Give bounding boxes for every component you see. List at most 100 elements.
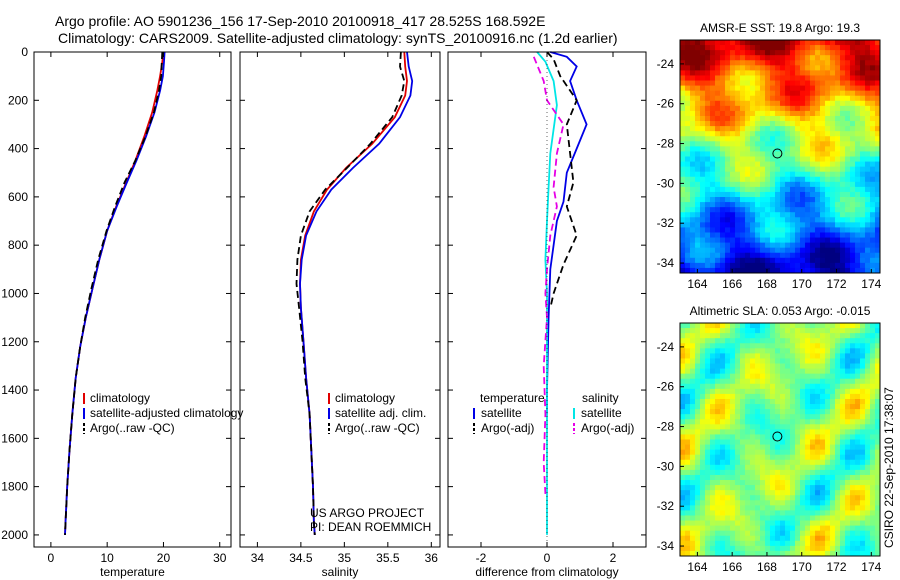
heatmap-cell (715, 404, 721, 410)
heatmap-cell (815, 252, 821, 259)
heatmap-cell (835, 480, 841, 486)
heatmap-cell (710, 262, 716, 269)
heatmap-cell (860, 510, 866, 516)
heatmap-cell (710, 480, 716, 486)
heatmap-cell (870, 181, 876, 188)
heatmap-cell (835, 444, 841, 451)
heatmap-cell (875, 459, 881, 466)
heatmap-cell (765, 439, 771, 445)
x-tick-label: 166 (722, 560, 742, 574)
heatmap-cell (755, 85, 761, 92)
y-tick-label: 1600 (1, 431, 28, 445)
heatmap-cell (835, 267, 841, 274)
heatmap-cell (710, 222, 716, 228)
heatmap-cell (775, 505, 781, 511)
heatmap-cell (730, 495, 736, 501)
heatmap-cell (770, 191, 776, 198)
heatmap-cell (850, 227, 856, 233)
heatmap-cell (725, 353, 731, 359)
heatmap-cell (745, 510, 751, 516)
heatmap-cell (685, 388, 691, 395)
heatmap-cell (755, 151, 761, 157)
heatmap-cell (690, 348, 696, 354)
heatmap-cell (680, 151, 686, 157)
heatmap-cell (705, 267, 711, 274)
heatmap-cell (865, 505, 871, 511)
heatmap-cell (720, 485, 726, 491)
heatmap-cell (830, 373, 836, 380)
heatmap-cell (680, 328, 686, 334)
heatmap-cell (795, 70, 801, 76)
heatmap-cell (780, 65, 786, 71)
heatmap-cell (740, 227, 746, 233)
heatmap-cell (780, 449, 786, 456)
heatmap-cell (820, 75, 826, 81)
heatmap-cell (780, 353, 786, 359)
heatmap-cell (795, 242, 801, 249)
heatmap-cell (855, 90, 861, 97)
heatmap-cell (855, 136, 861, 142)
heatmap-cell (770, 166, 776, 173)
heatmap-cell (720, 237, 726, 244)
heatmap-cell (715, 378, 721, 385)
heatmap-cell (685, 545, 691, 552)
heatmap-cell (855, 85, 861, 92)
heatmap-cell (845, 353, 851, 359)
heatmap-cell (870, 333, 876, 339)
heatmap-cell (730, 454, 736, 461)
heatmap-cell (865, 363, 871, 369)
heatmap-cell (760, 495, 766, 501)
heatmap-cell (695, 495, 701, 501)
heatmap-cell (700, 398, 706, 405)
heatmap-cell (850, 45, 856, 51)
heatmap-cell (780, 485, 786, 491)
heatmap-cell (820, 85, 826, 92)
heatmap-cell (790, 95, 796, 102)
heatmap-cell (800, 237, 806, 244)
heatmap-cell (725, 212, 731, 218)
heatmap-cell (850, 186, 856, 193)
heatmap-cell (845, 505, 851, 511)
heatmap-cell (850, 115, 856, 122)
heatmap-cell (680, 515, 686, 521)
heatmap-cell (720, 161, 726, 168)
heatmap-cell (820, 515, 826, 521)
heatmap-cell (710, 434, 716, 440)
heatmap-cell (715, 212, 721, 218)
heatmap-cell (825, 181, 831, 188)
heatmap-cell (695, 500, 701, 506)
heatmap-cell (715, 141, 721, 147)
heatmap-cell (805, 323, 811, 329)
heatmap-cell (710, 545, 716, 552)
heatmap-cell (745, 60, 751, 66)
heatmap-cell (740, 540, 746, 547)
heatmap-cell (750, 217, 756, 223)
heatmap-cell (865, 474, 871, 481)
heatmap-cell (745, 505, 751, 511)
heatmap-cell (705, 131, 711, 137)
heatmap-cell (835, 540, 841, 547)
heatmap-cell (730, 100, 736, 107)
heatmap-cell (680, 105, 686, 112)
heatmap-cell (690, 110, 696, 117)
heatmap-cell (870, 383, 876, 390)
heatmap-cell (745, 540, 751, 547)
heatmap-cell (835, 409, 841, 415)
heatmap-cell (725, 105, 731, 112)
heatmap-cell (870, 323, 876, 329)
heatmap-cell (840, 232, 846, 238)
heatmap-cell (725, 262, 731, 269)
heatmap-cell (780, 393, 786, 400)
heatmap-cell (700, 515, 706, 521)
heatmap-cell (750, 495, 756, 501)
heatmap-cell (700, 414, 706, 420)
heatmap-cell (770, 141, 776, 147)
heatmap-cell (690, 323, 696, 329)
heatmap-cell (870, 115, 876, 122)
heatmap-cell (800, 40, 806, 46)
heatmap-cell (780, 348, 786, 354)
heatmap-cell (755, 454, 761, 461)
heatmap-cell (850, 424, 856, 430)
heatmap-cell (725, 429, 731, 435)
